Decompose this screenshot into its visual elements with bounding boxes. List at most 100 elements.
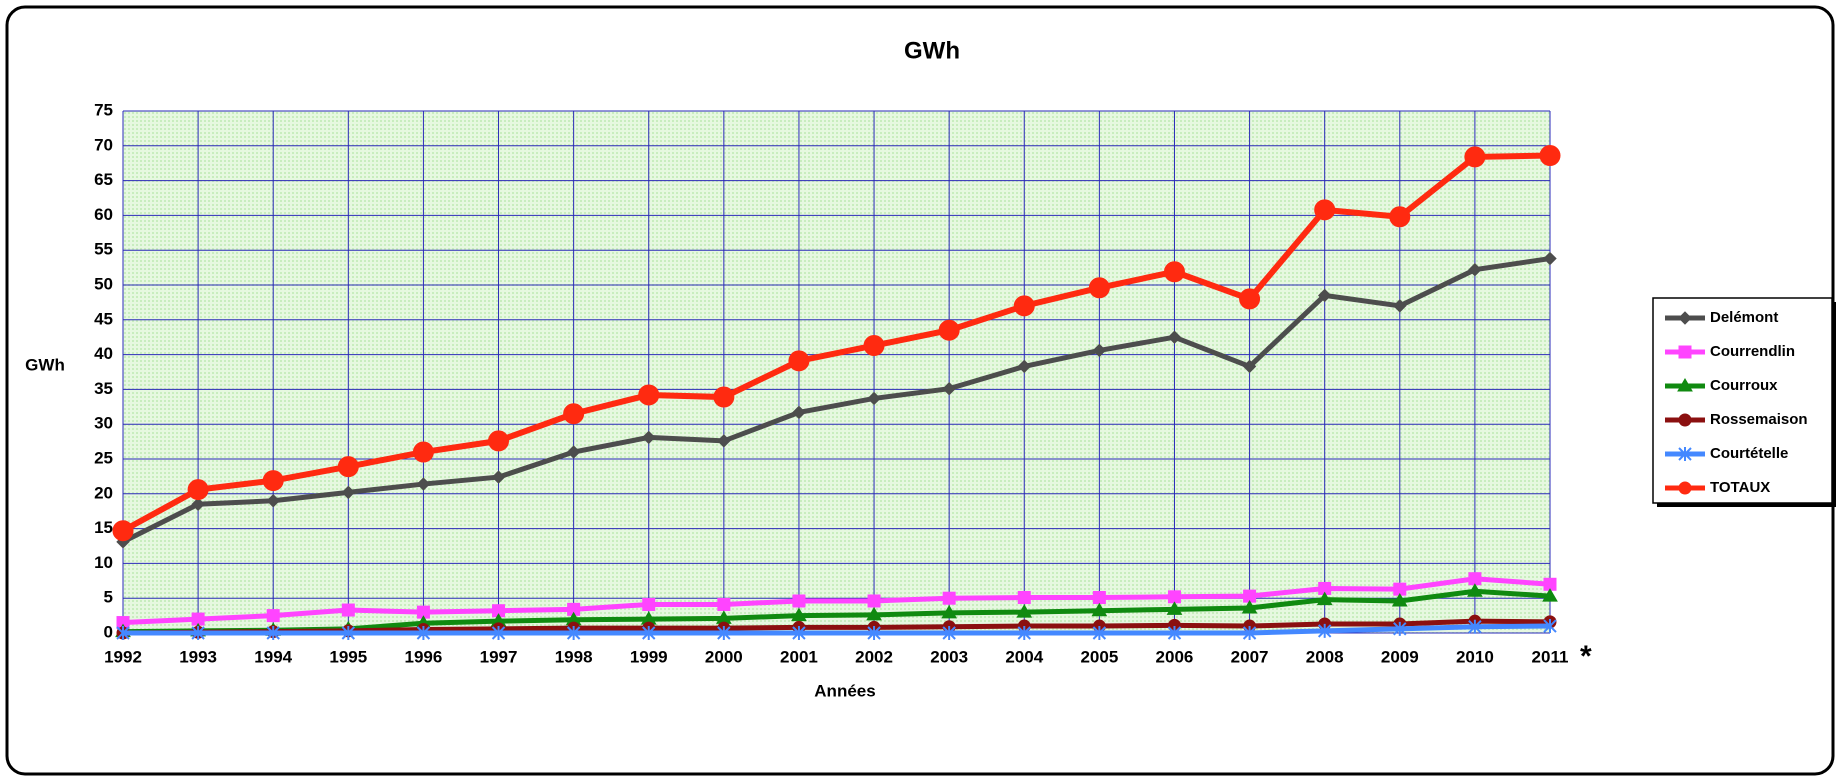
data-point — [717, 597, 731, 611]
data-point — [642, 430, 656, 445]
y-tick-label: 15 — [94, 518, 113, 537]
data-point — [1092, 591, 1106, 605]
legend-marker — [1678, 481, 1692, 495]
data-point — [1016, 604, 1033, 618]
data-point — [1468, 262, 1482, 277]
data-point — [1013, 295, 1035, 317]
x-tick-label: 1993 — [179, 647, 217, 666]
series-line — [121, 256, 1551, 545]
legend-label: Courrendlin — [1710, 343, 1795, 360]
data-point — [867, 594, 881, 608]
y-tick-label: 65 — [94, 170, 113, 189]
y-tick-label: 50 — [94, 274, 113, 293]
legend-label: Delémont — [1710, 309, 1778, 326]
data-point — [341, 626, 356, 640]
x-tick-label: 1996 — [405, 647, 443, 666]
data-point — [1092, 343, 1107, 358]
data-point — [416, 626, 431, 640]
data-point — [867, 626, 881, 640]
y-tick-label: 70 — [94, 135, 113, 154]
data-point — [563, 403, 585, 425]
x-tick-label: 1992 — [104, 647, 142, 666]
data-point — [792, 626, 806, 640]
series-line — [123, 623, 1551, 636]
series-line — [122, 588, 1551, 635]
x-tick-label: 1994 — [254, 647, 292, 666]
data-point — [566, 626, 581, 640]
data-point — [266, 626, 280, 640]
data-point — [1092, 626, 1107, 640]
data-point — [412, 441, 434, 463]
x-tick-label: 1995 — [329, 647, 367, 666]
data-point — [1468, 619, 1482, 634]
data-point — [491, 626, 506, 640]
data-point — [1166, 601, 1183, 615]
series-line — [121, 152, 1551, 534]
x-tick-label: 2000 — [705, 647, 743, 666]
x-tick-label: 1999 — [630, 647, 668, 666]
legend-label: TOTAUX — [1710, 479, 1770, 496]
data-point — [1091, 602, 1108, 617]
data-point — [792, 405, 806, 420]
data-point — [1539, 145, 1561, 167]
data-point — [1017, 359, 1031, 374]
data-point — [1542, 588, 1558, 602]
data-point — [1239, 288, 1261, 310]
data-point — [1317, 288, 1332, 303]
y-tick-label: 10 — [94, 553, 113, 572]
y-tick-label: 25 — [94, 448, 113, 467]
data-point — [1241, 599, 1258, 614]
x-tick-label: 2006 — [1156, 647, 1194, 666]
x-tick-label: 2008 — [1306, 647, 1344, 666]
y-tick-label: 5 — [104, 588, 113, 607]
data-point — [566, 445, 581, 459]
x-tick-label: 2004 — [1005, 647, 1043, 666]
x-tick-label: 2001 — [780, 647, 818, 666]
data-point — [1543, 251, 1557, 266]
data-point — [717, 434, 731, 448]
x-tick-label: 2009 — [1381, 647, 1419, 666]
annotation: * — [1580, 640, 1592, 673]
data-point — [1316, 591, 1333, 606]
data-point — [1393, 299, 1407, 313]
data-point — [942, 381, 956, 396]
y-tick-label: 35 — [94, 379, 113, 398]
data-point — [1163, 261, 1185, 283]
data-point — [337, 456, 359, 478]
data-point — [1314, 199, 1336, 221]
data-point — [942, 591, 956, 605]
y-tick-label: 20 — [94, 483, 113, 502]
legend-marker — [1678, 413, 1692, 427]
data-point — [717, 626, 731, 640]
data-point — [116, 626, 130, 640]
x-tick-label: 2005 — [1080, 647, 1118, 666]
plot-area — [123, 111, 1550, 633]
data-point — [266, 609, 280, 623]
x-tick-label: 2002 — [855, 647, 893, 666]
data-point — [191, 626, 205, 640]
data-point — [642, 626, 656, 640]
x-tick-label: 1997 — [480, 647, 518, 666]
data-point — [867, 391, 881, 406]
data-point — [1167, 626, 1182, 640]
data-point — [416, 477, 431, 491]
data-point — [938, 319, 960, 341]
data-point — [1389, 206, 1411, 228]
legend — [1652, 297, 1833, 504]
data-point — [341, 485, 356, 500]
data-point — [1391, 592, 1408, 607]
legend-label: Rossemaison — [1710, 411, 1808, 428]
data-point — [488, 430, 510, 452]
data-point — [1317, 623, 1332, 638]
data-point — [491, 470, 506, 484]
data-point — [1017, 591, 1031, 605]
data-point — [638, 384, 660, 406]
data-point — [341, 603, 355, 617]
y-tick-label: 45 — [94, 309, 113, 328]
legend-label: Courtételle — [1710, 445, 1788, 462]
x-tick-label: 2003 — [930, 647, 968, 666]
x-tick-label: 2010 — [1456, 647, 1494, 666]
y-tick-label: 60 — [94, 205, 113, 224]
legend-marker — [1678, 311, 1692, 325]
y-tick-label: 30 — [94, 414, 113, 433]
